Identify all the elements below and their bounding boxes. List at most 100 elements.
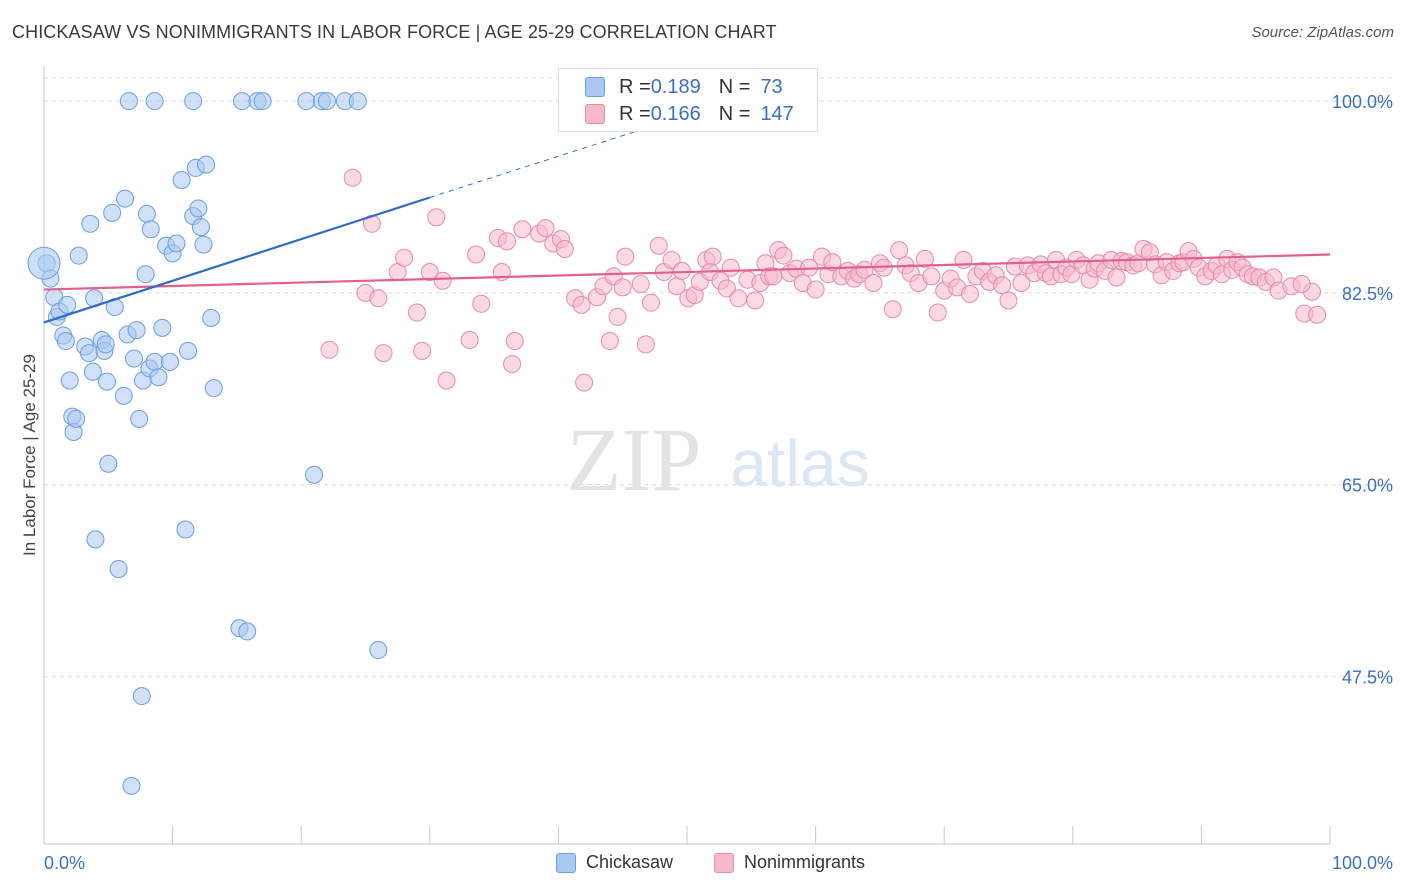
chickasaw-point: [60, 371, 79, 390]
legend-r-label: R =: [619, 102, 651, 125]
watermark-zip: ZIP: [567, 411, 702, 510]
nonimmigrants-point: [467, 245, 486, 264]
nonimmigrants-point: [616, 247, 635, 266]
legend-row-nonimmigrants: R = 0.166 N = 147: [585, 101, 794, 127]
legend-row-chickasaw: R = 0.189 N = 73: [585, 74, 783, 100]
chickasaw-point: [69, 246, 88, 265]
nonimmigrants-point: [600, 332, 619, 351]
chickasaw-point: [80, 344, 99, 363]
chickasaw-point-large: [27, 246, 61, 280]
chickasaw-point: [132, 687, 151, 706]
bottom-legend-label: Chickasaw: [586, 852, 674, 872]
nonimmigrants-swatch-icon: [585, 104, 605, 124]
chickasaw-point: [167, 234, 186, 253]
nonimmigrants-point: [960, 284, 979, 303]
nonimmigrants-point: [1308, 305, 1327, 324]
nonimmigrants-point: [729, 289, 748, 308]
nonimmigrants-point: [922, 267, 941, 286]
tick-labels: 100.0% 82.5% 65.0% 47.5% 0.0% 100.0% In Labor …: [20, 92, 1393, 873]
bottom-legend-chickasaw: Chickasaw: [556, 852, 673, 873]
nonimmigrants-point: [662, 250, 681, 269]
chickasaw-point: [145, 352, 164, 371]
nonimmigrants-swatch-icon: [714, 852, 734, 873]
nonimmigrants-point: [536, 219, 555, 238]
nonimmigrants-point: [717, 279, 736, 298]
nonimmigrants-point: [915, 249, 934, 268]
legend-n-value: 73: [760, 75, 783, 98]
y-tick-label: 47.5%: [1342, 667, 1393, 687]
nonimmigrants-point: [472, 294, 491, 313]
nonimmigrants-point: [721, 258, 740, 277]
legend-n-label: N =: [718, 75, 751, 98]
nonimmigrants-trend-line: [43, 253, 1331, 291]
chickasaw-point: [153, 318, 172, 337]
chickasaw-point: [96, 335, 115, 354]
chickasaw-point: [202, 309, 221, 328]
nonimmigrants-point: [649, 236, 668, 255]
chickasaw-point: [137, 204, 156, 223]
x-tick-label: 100.0%: [1332, 853, 1393, 873]
nonimmigrants-points: [320, 168, 1327, 392]
chickasaw-point: [81, 214, 100, 233]
nonimmigrants-point: [369, 289, 388, 308]
chickasaw-point: [109, 559, 128, 578]
chickasaw-swatch-icon: [556, 852, 576, 873]
nonimmigrants-point: [993, 276, 1012, 295]
axes: [43, 66, 1331, 845]
x-tick-label: 0.0%: [44, 853, 85, 873]
chickasaw-point: [149, 368, 168, 387]
chickasaw-point: [189, 199, 208, 218]
chickasaw-point: [369, 641, 388, 660]
nonimmigrants-point: [374, 344, 393, 363]
chickasaw-point: [67, 409, 86, 428]
chickasaw-point: [83, 362, 102, 381]
nonimmigrants-point: [608, 307, 627, 326]
chickasaw-point: [161, 352, 180, 371]
nonimmigrants-point: [928, 303, 947, 322]
stats-legend: R = 0.189 N = 73 R = 0.166 N = 147: [558, 68, 818, 132]
nonimmigrants-point: [883, 300, 902, 319]
chickasaw-points: [27, 92, 388, 795]
y-tick-label: 65.0%: [1342, 476, 1393, 496]
nonimmigrants-point: [774, 246, 793, 265]
nonimmigrants-point: [420, 263, 439, 282]
nonimmigrants-point: [413, 341, 432, 360]
chickasaw-point: [56, 332, 75, 351]
nonimmigrants-point: [433, 271, 452, 290]
chickasaw-point: [130, 409, 149, 428]
nonimmigrants-point: [954, 250, 973, 269]
chickasaw-point: [103, 203, 122, 222]
chickasaw-point: [145, 92, 164, 111]
chickasaw-point: [127, 321, 146, 340]
y-axis-title: In Labor Force | Age 25-29: [20, 354, 39, 556]
nonimmigrants-point: [395, 248, 414, 267]
chickasaw-point: [99, 454, 118, 473]
chickasaw-point: [233, 92, 252, 111]
chickasaw-point: [172, 170, 191, 189]
legend-n-label: N =: [718, 102, 751, 125]
nonimmigrants-point: [1107, 268, 1126, 287]
chickasaw-point: [119, 92, 138, 111]
chickasaw-point: [348, 92, 367, 111]
chickasaw-point: [98, 372, 117, 391]
chickasaw-swatch-icon: [585, 77, 605, 97]
chickasaw-point: [191, 218, 210, 237]
chickasaw-trend-line: [43, 196, 431, 324]
legend-r-value: 0.166: [650, 102, 701, 125]
nonimmigrants-point: [890, 241, 909, 260]
nonimmigrants-point: [823, 253, 842, 272]
chickasaw-point: [58, 295, 77, 314]
nonimmigrants-point: [320, 340, 339, 359]
nonimmigrants-point: [513, 220, 532, 239]
legend-r-label: R =: [619, 75, 651, 98]
chickasaw-point: [194, 235, 213, 254]
legend-r-value: 0.189: [650, 75, 701, 98]
chart-title: CHICKASAW VS NONIMMIGRANTS IN LABOR FORC…: [12, 22, 777, 42]
nonimmigrants-point: [407, 303, 426, 322]
nonimmigrants-point: [641, 293, 660, 312]
nonimmigrants-point: [437, 371, 456, 390]
nonimmigrants-point: [806, 280, 825, 299]
chickasaw-point: [116, 189, 135, 208]
chickasaw-point: [114, 386, 133, 405]
bottom-legend-nonimmigrants: Nonimmigrants: [714, 852, 865, 873]
